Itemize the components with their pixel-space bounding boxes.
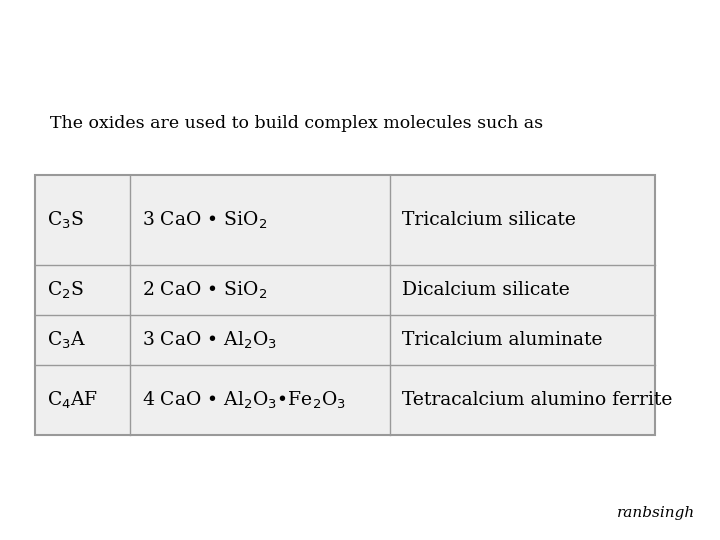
Text: C$_2$S: C$_2$S [47,279,84,301]
Text: C$_3$A: C$_3$A [47,329,86,350]
Text: Tricalcium silicate: Tricalcium silicate [402,211,576,229]
Text: Dicalcium silicate: Dicalcium silicate [402,281,570,299]
Text: Tricalcium aluminate: Tricalcium aluminate [402,331,603,349]
Text: Tetracalcium alumino ferrite: Tetracalcium alumino ferrite [402,391,672,409]
Text: 3 CaO • SiO$_2$: 3 CaO • SiO$_2$ [142,210,267,231]
Text: 3 CaO • Al$_2$O$_3$: 3 CaO • Al$_2$O$_3$ [142,329,277,350]
Text: ranbsingh: ranbsingh [617,506,695,520]
Bar [35,175,655,435]
Text: C$_4$AF: C$_4$AF [47,389,98,410]
Bar [35,175,655,435]
Text: The oxides are used to build complex molecules such as: The oxides are used to build complex mol… [50,115,543,132]
Text: C$_3$S: C$_3$S [47,210,84,231]
Text: 2 CaO • SiO$_2$: 2 CaO • SiO$_2$ [142,279,267,301]
Text: 4 CaO • Al$_2$O$_3$•Fe$_2$O$_3$: 4 CaO • Al$_2$O$_3$•Fe$_2$O$_3$ [142,389,346,410]
